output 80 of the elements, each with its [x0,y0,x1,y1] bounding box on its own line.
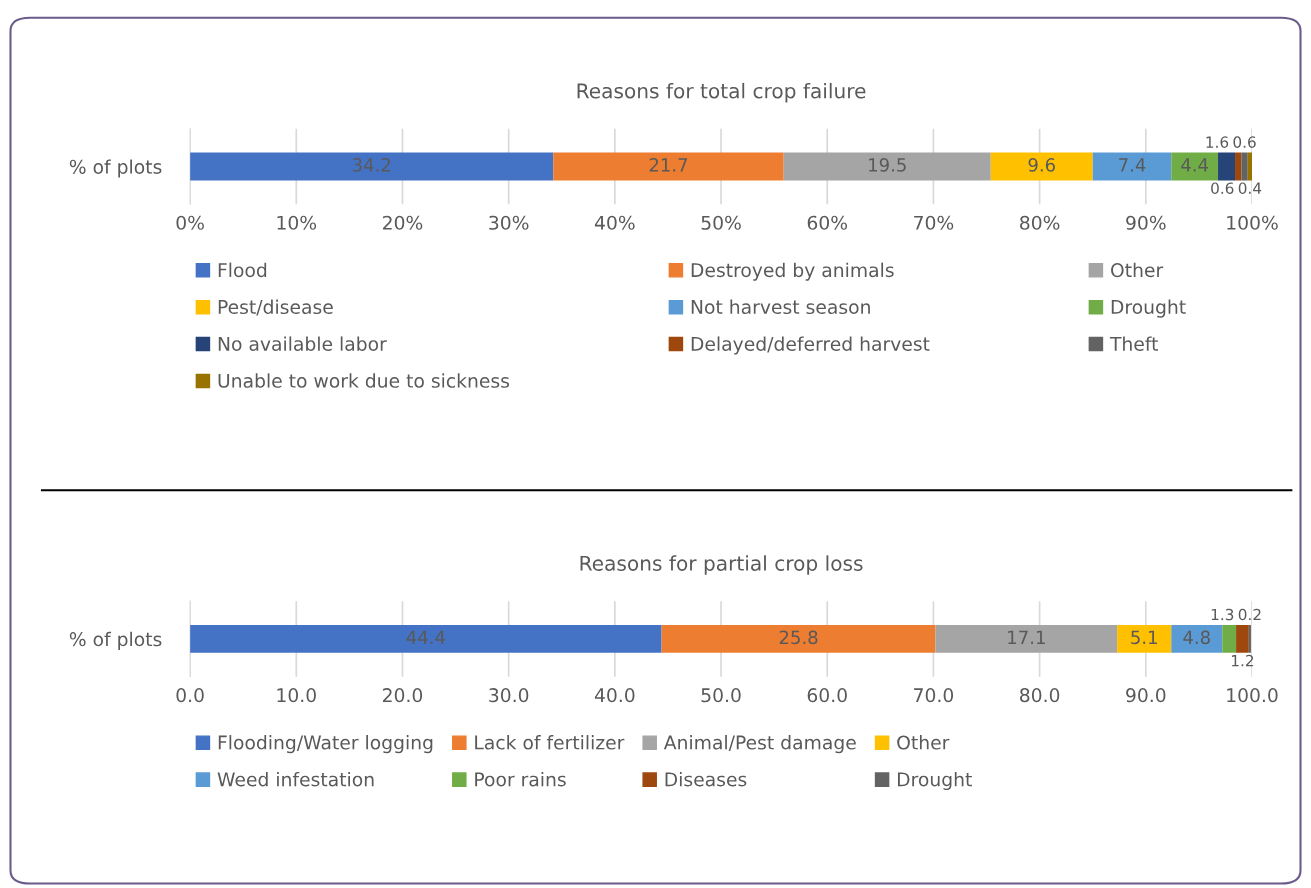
legend-label: Delayed/deferred harvest [691,336,930,355]
x-tick-label: 100% [1227,215,1278,230]
x-tick-label: 100.0 [1227,688,1278,703]
bar [1218,152,1236,181]
data-label: 4.8 [1183,630,1210,645]
data-label: 19.5 [869,158,906,172]
data-label: 25.8 [779,630,818,645]
data-label: 21.7 [649,158,688,172]
data-label: 9.6 [1028,158,1055,172]
legend-label: Lack of fertilizer [475,735,625,750]
bar [1117,625,1172,653]
data-label: 7.4 [1119,158,1146,172]
x-tick-label: 60.0 [807,688,847,703]
data-label: 1.2 [1231,654,1254,667]
legend-label: Other [897,735,950,750]
x-tick-label: 90% [1126,215,1166,230]
x-tick-label: 20% [383,215,423,230]
legend-label: No available labor [218,336,387,351]
bar [1241,152,1248,181]
x-tick-label: 40% [594,215,635,230]
bar [661,625,936,653]
bar [553,152,784,181]
data-label: 5.1 [1131,630,1157,645]
x-tick-label: 20.0 [382,688,423,703]
bar [190,152,554,181]
data-label: 0.2 [1238,608,1261,621]
data-label: 4.4 [1181,158,1209,172]
bar [935,625,1118,653]
data-label: 0.6 [1211,182,1234,194]
bar [1248,625,1251,653]
chart-title: Reasons for total crop failure [577,82,866,103]
bar [1235,152,1242,181]
legend-label: Destroyed by animals [691,262,894,281]
bar [783,152,991,181]
legend-label: Flooding/Water logging [218,735,433,754]
x-tick-label: 90.0 [1126,688,1166,703]
x-tick-label: 10.0 [277,688,316,703]
y-tick-label: % of plots [69,631,162,650]
bar [1222,625,1237,653]
legend-label: Drought [1111,299,1186,318]
x-tick-label: 30% [489,215,529,230]
data-label: 0.4 [1238,182,1262,194]
y-tick-label: % of plots [69,159,162,178]
legend-label: Drought [898,771,972,791]
data-label: 0.6 [1233,136,1256,148]
x-tick-label: 10% [277,215,317,230]
legend-label: Weed infestation [217,771,374,787]
x-tick-label: 70.0 [914,688,954,703]
data-label: 1.6 [1206,136,1229,148]
legend-label: Poor rains [475,771,566,787]
data-label: 1.3 [1211,608,1234,621]
bar [1171,625,1223,653]
x-tick-label: 50.0 [701,688,741,703]
x-tick-label: 80.0 [1020,688,1060,703]
bar [1236,625,1249,653]
legend-label: Diseases [665,771,747,787]
bar [1171,152,1219,181]
legend-label: Not harvest season [691,299,870,315]
chart-title: Reasons for partial crop loss [580,555,863,575]
bar [1092,152,1172,181]
data-label: 17.1 [1008,630,1045,644]
legend-label: Animal/Pest damage [663,735,856,754]
legend-label: Pest/disease [218,299,333,316]
bar [190,625,662,653]
x-tick-label: 0% [176,215,204,230]
bar [1247,152,1252,181]
x-tick-label: 70% [914,215,954,230]
x-tick-label: 60% [807,215,848,230]
data-label: 44.4 [406,630,445,644]
x-tick-label: 50% [701,215,741,230]
data-label: 34.2 [352,158,390,172]
x-tick-label: 0.0 [176,688,204,703]
legend-label: Unable to work due to sickness [218,373,510,388]
bar [990,152,1093,181]
x-tick-label: 80% [1020,215,1060,230]
legend-label: Flood [218,262,267,278]
x-tick-label: 40.0 [594,688,635,703]
legend-label: Other [1111,262,1164,278]
x-tick-label: 30.0 [489,688,529,703]
legend-label: Theft [1109,336,1159,351]
